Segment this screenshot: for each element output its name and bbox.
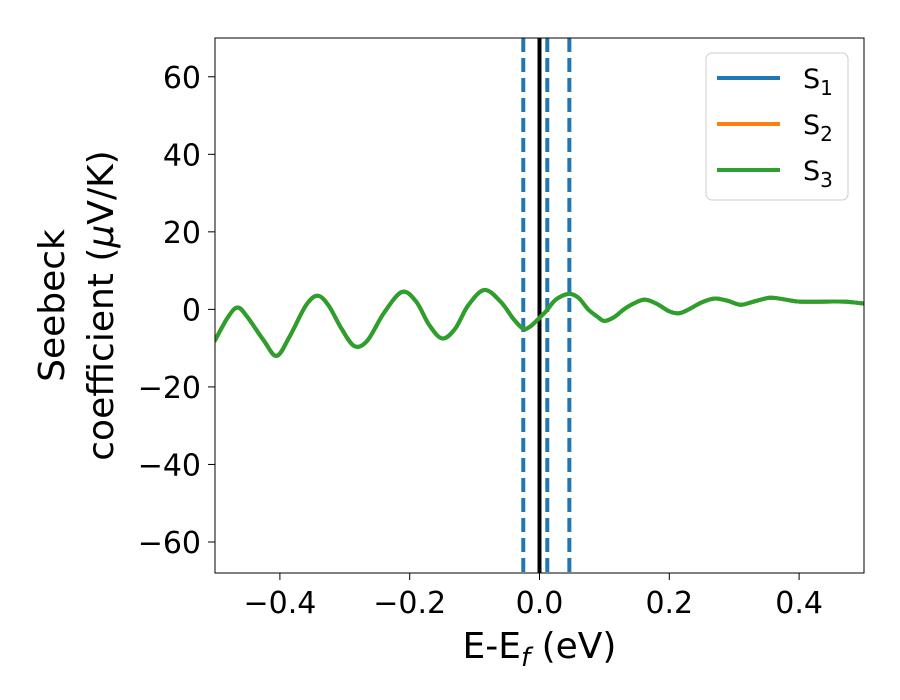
y-tick-label: 0 [182, 293, 201, 328]
y-axis-label-line1: Seebeck [32, 229, 73, 382]
legend-label: S3 [803, 156, 833, 192]
y-tick-label: −40 [138, 448, 201, 483]
y-tick-label: −60 [138, 526, 201, 561]
series-line-s3 [215, 287, 864, 358]
series-lines [215, 287, 864, 358]
legend-label: S2 [803, 110, 833, 146]
y-ticks: 60 40 20 0 −20 −40 −60 [138, 61, 215, 561]
x-ticks: −0.4 −0.2 0.0 0.2 0.4 [243, 573, 823, 621]
legend-item: S2 [717, 110, 833, 146]
legend-box [705, 52, 849, 201]
reference-lines [521, 38, 572, 573]
y-tick-label: −20 [138, 371, 201, 406]
x-tick-label: 0.0 [516, 586, 564, 621]
legend: S1 S2 S3 [705, 52, 849, 201]
x-axis-label: E-Ef (eV) [463, 626, 617, 673]
x-tick-label: −0.4 [243, 586, 316, 621]
x-tick-label: 0.2 [645, 586, 693, 621]
x-tick-label: 0.4 [775, 586, 823, 621]
legend-label: S1 [803, 64, 833, 100]
y-axis-label-line2: coefficient (μV/K) [81, 150, 122, 460]
legend-item: S3 [717, 156, 833, 192]
y-tick-label: 60 [163, 61, 201, 96]
legend-item: S1 [717, 64, 833, 100]
y-tick-label: 20 [163, 216, 201, 251]
y-tick-label: 40 [163, 138, 201, 173]
x-tick-label: −0.2 [373, 586, 446, 621]
y-axis-label: Seebeck coefficient (μV/K) [32, 150, 122, 460]
